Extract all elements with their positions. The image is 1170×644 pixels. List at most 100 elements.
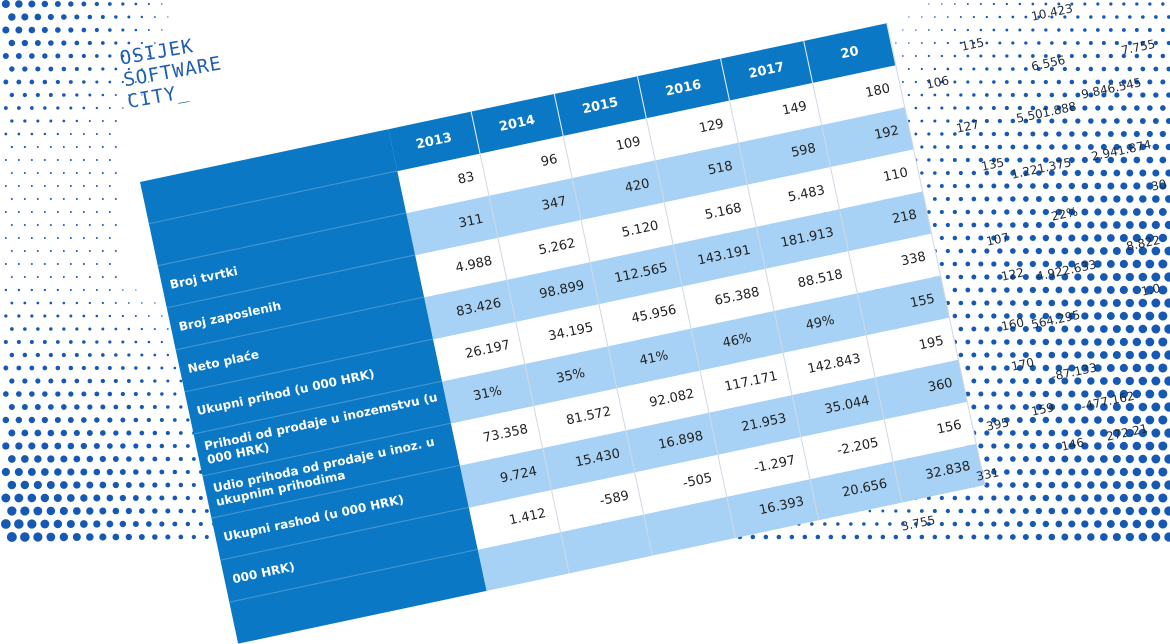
halftone-dot — [107, 2, 112, 6]
halftone-dot — [1158, 389, 1168, 399]
halftone-dot — [106, 443, 113, 449]
halftone-dot — [862, 522, 866, 526]
halftone-dot — [1152, 169, 1160, 177]
halftone-dot — [140, 68, 143, 70]
halftone-dot — [1068, 286, 1076, 294]
halftone-dot — [34, 455, 42, 463]
halftone-dot — [1113, 221, 1121, 229]
halftone-dot — [114, 146, 117, 148]
halftone-dot — [146, 392, 151, 396]
halftone-dot — [1151, 402, 1161, 412]
halftone-dot — [1004, 261, 1010, 267]
halftone-dot — [120, 391, 126, 397]
halftone-dot — [920, 93, 924, 97]
halftone-dot — [991, 157, 997, 163]
halftone-dot — [1048, 507, 1056, 515]
halftone-dot — [1043, 105, 1049, 111]
halftone-dot — [1029, 442, 1036, 450]
halftone-dot — [1061, 429, 1069, 437]
halftone-dot — [1141, 15, 1145, 19]
halftone-dot — [88, 67, 92, 71]
halftone-dot — [1042, 338, 1050, 346]
halftone-dot — [75, 146, 78, 148]
halftone-dot — [1135, 2, 1139, 6]
halftone-dot — [29, 391, 35, 397]
halftone-dot — [1094, 156, 1102, 164]
halftone-dot — [7, 480, 17, 490]
halftone-dot — [1119, 493, 1128, 503]
halftone-dot — [1022, 325, 1029, 333]
halftone-dot — [1119, 389, 1128, 399]
halftone-dot — [1145, 467, 1155, 477]
halftone-dot — [59, 506, 68, 516]
halftone-dot — [998, 41, 1002, 45]
halftone-dot — [1031, 28, 1035, 32]
halftone-dot — [945, 196, 950, 202]
halftone-dot — [138, 508, 145, 514]
halftone-dot — [1113, 169, 1121, 177]
halftone-dot — [1074, 325, 1082, 333]
halftone-dot — [823, 522, 827, 526]
halftone-dot — [121, 366, 125, 370]
halftone-dot — [95, 289, 98, 291]
halftone-dot — [159, 418, 164, 422]
halftone-dot — [914, 522, 918, 526]
halftone-dot — [1158, 233, 1168, 243]
halftone-dot — [901, 522, 905, 526]
halftone-dot — [978, 339, 984, 345]
halftone-dot — [1004, 365, 1010, 371]
halftone-dot — [1022, 429, 1029, 437]
halftone-dot — [1068, 364, 1076, 372]
halftone-dot — [1158, 311, 1168, 321]
halftone-dot — [1094, 416, 1102, 424]
halftone-dot — [49, 327, 53, 331]
halftone-dot — [8, 429, 16, 437]
halftone-dot — [16, 79, 22, 85]
halftone-dot — [23, 301, 27, 305]
halftone-dot — [965, 521, 971, 527]
halftone-dot — [997, 430, 1003, 436]
halftone-dot — [945, 171, 950, 175]
halftone-dot — [1151, 480, 1161, 490]
halftone-dot — [133, 469, 139, 475]
halftone-dot — [1138, 402, 1148, 412]
halftone-dot — [1138, 272, 1148, 282]
halftone-dot — [1023, 196, 1029, 202]
halftone-dot — [121, 80, 124, 84]
halftone-dot — [952, 158, 957, 162]
halftone-dot — [3, 79, 9, 85]
halftone-dot — [927, 158, 931, 162]
halftone-dot — [997, 456, 1003, 462]
halftone-dot — [991, 391, 997, 397]
halftone-dot — [1035, 247, 1042, 255]
halftone-dot — [1074, 169, 1081, 177]
halftone-dot — [166, 353, 170, 357]
halftone-dot — [750, 534, 756, 540]
halftone-dot — [1100, 221, 1108, 229]
halftone-dot — [125, 482, 132, 488]
halftone-dot — [1164, 220, 1170, 230]
halftone-dot — [1023, 170, 1029, 176]
halftone-dot — [112, 481, 120, 489]
halftone-dot — [1055, 208, 1063, 216]
halftone-dot — [198, 521, 203, 527]
halftone-dot — [1004, 131, 1010, 137]
halftone-dot — [114, 224, 117, 226]
halftone-dot — [984, 430, 990, 436]
halftone-dot — [1017, 209, 1023, 215]
halftone-dot — [42, 79, 48, 85]
halftone-dot — [1139, 169, 1147, 177]
halftone-dot — [1151, 298, 1161, 308]
halftone-dot — [1029, 520, 1036, 528]
halftone-dot — [1138, 298, 1148, 308]
halftone-dot — [1145, 208, 1154, 216]
halftone-dot — [14, 493, 24, 503]
halftone-dot — [971, 378, 977, 384]
halftone-dot — [1128, 15, 1132, 19]
halftone-dot — [36, 276, 39, 278]
halftone-dot — [1081, 468, 1089, 476]
halftone-dot — [49, 276, 52, 278]
halftone-dot — [22, 352, 28, 358]
halftone-dot — [1061, 221, 1069, 229]
halftone-dot — [1165, 169, 1170, 177]
